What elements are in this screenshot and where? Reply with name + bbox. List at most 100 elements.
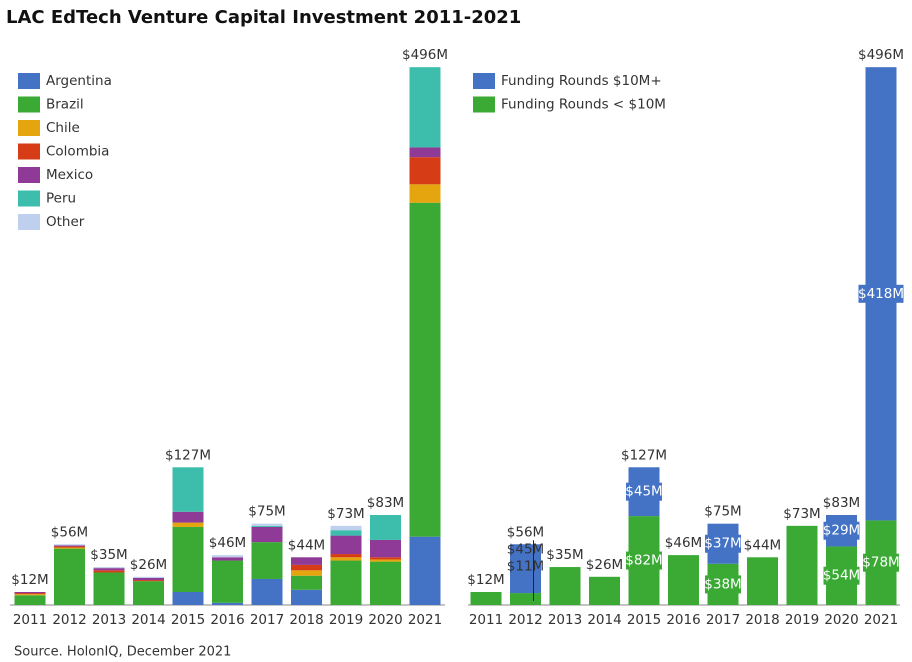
x-tick-label: 2014 bbox=[131, 612, 165, 628]
x-tick-label: 2017 bbox=[706, 612, 740, 628]
value-label: $54M bbox=[823, 568, 860, 584]
value-label: $45M bbox=[507, 541, 544, 557]
total-label: $75M bbox=[704, 504, 741, 520]
bar-segment bbox=[133, 577, 164, 581]
total-label: $26M bbox=[586, 557, 623, 573]
x-tick-label: 2012 bbox=[508, 612, 542, 628]
legend-swatch bbox=[18, 96, 40, 113]
legend-label: Chile bbox=[46, 120, 80, 136]
bar-segment bbox=[251, 523, 283, 526]
source: Source. HolonIQ, December 2021 bbox=[14, 645, 231, 660]
legend-label: Argentina bbox=[46, 73, 112, 89]
bar-segment bbox=[54, 547, 85, 549]
total-label: $127M bbox=[621, 447, 667, 463]
legend-swatch bbox=[473, 96, 495, 113]
x-tick-label: 2012 bbox=[52, 612, 86, 628]
bar-segment bbox=[133, 580, 164, 582]
bar-segment bbox=[589, 576, 620, 605]
bar-segment bbox=[14, 593, 46, 595]
x-tick-label: 2019 bbox=[785, 612, 819, 628]
bar-segment bbox=[668, 555, 699, 605]
legend-label: Peru bbox=[46, 191, 76, 207]
value-label-bg bbox=[858, 284, 904, 303]
x-tick-label: 2017 bbox=[250, 612, 284, 628]
total-label: $44M bbox=[288, 537, 325, 553]
legend-label: Funding Rounds < $10M bbox=[501, 97, 666, 113]
legend-swatch bbox=[18, 214, 40, 230]
total-label: $56M bbox=[507, 524, 544, 540]
legend-label: Brazil bbox=[46, 97, 84, 113]
bar-segment bbox=[93, 572, 125, 605]
legend-swatch bbox=[18, 73, 40, 89]
value-label: $78M bbox=[862, 555, 899, 571]
bar-segment bbox=[549, 567, 581, 605]
total-label: $83M bbox=[367, 495, 404, 511]
total-label: $46M bbox=[209, 535, 246, 551]
x-tick-label: 2013 bbox=[548, 612, 582, 628]
bar-segment bbox=[133, 576, 164, 578]
x-tick-label: 2016 bbox=[666, 612, 700, 628]
value-label: $418M bbox=[858, 286, 904, 302]
total-label: $83M bbox=[823, 495, 860, 511]
value-label: $29M bbox=[823, 523, 860, 539]
bar-segment bbox=[330, 560, 362, 605]
bar-segment bbox=[14, 595, 46, 605]
x-tick-label: 2014 bbox=[587, 612, 621, 628]
bar-segment bbox=[510, 593, 541, 605]
x-tick-label: 2020 bbox=[824, 612, 858, 628]
bar-segment bbox=[251, 542, 283, 579]
bar-segment bbox=[212, 557, 243, 561]
total-label: $35M bbox=[90, 547, 127, 563]
total-label: $26M bbox=[130, 557, 167, 573]
x-tick-label: 2011 bbox=[469, 612, 503, 628]
x-tick-label: 2011 bbox=[13, 612, 47, 628]
total-label: $44M bbox=[744, 537, 781, 553]
total-label: $75M bbox=[248, 504, 285, 520]
bar-segment bbox=[93, 570, 125, 573]
value-label: $45M bbox=[625, 484, 662, 500]
bar-segment bbox=[172, 467, 204, 512]
legend-swatch bbox=[473, 73, 495, 89]
bar-segment bbox=[93, 567, 125, 569]
x-tick-label: 2018 bbox=[289, 612, 323, 628]
legend-swatch bbox=[18, 120, 40, 136]
legend-label: Other bbox=[46, 214, 85, 230]
total-label: $73M bbox=[327, 506, 364, 522]
value-label-bg bbox=[705, 575, 741, 594]
bar-segment bbox=[291, 564, 322, 571]
bar-segment bbox=[409, 536, 441, 605]
total-label: $127M bbox=[165, 447, 211, 463]
value-label-bg bbox=[626, 551, 662, 570]
bar-segment bbox=[409, 157, 441, 185]
total-label: $12M bbox=[467, 572, 504, 588]
legend-label: Colombia bbox=[46, 144, 109, 160]
bar-segment bbox=[330, 535, 362, 555]
bar-segment bbox=[54, 544, 85, 546]
value-label: $11M bbox=[507, 558, 544, 574]
x-tick-label: 2013 bbox=[92, 612, 126, 628]
bar-segment bbox=[470, 591, 502, 605]
x-tick-label: 2021 bbox=[408, 612, 442, 628]
bar-segment bbox=[291, 557, 322, 565]
bar-segment bbox=[330, 525, 362, 531]
total-label: $73M bbox=[783, 506, 820, 522]
bar-segment bbox=[370, 561, 401, 605]
bar-segment bbox=[409, 202, 441, 537]
bar-segment bbox=[370, 559, 401, 562]
bar-segment bbox=[251, 578, 283, 605]
bar-segment bbox=[251, 526, 283, 543]
bar-segment bbox=[747, 557, 778, 605]
bar-segment bbox=[54, 545, 85, 547]
x-tick-label: 2015 bbox=[171, 612, 205, 628]
bar-segment bbox=[133, 581, 164, 605]
x-tick-label: 2020 bbox=[368, 612, 402, 628]
x-tick-label: 2021 bbox=[864, 612, 898, 628]
bar-segment bbox=[212, 560, 243, 603]
value-label-bg bbox=[705, 534, 741, 553]
bar-segment bbox=[212, 602, 243, 605]
bar-segment bbox=[212, 555, 243, 558]
bar-segment bbox=[330, 557, 362, 561]
legend-swatch bbox=[18, 167, 40, 183]
bar-segment bbox=[330, 554, 362, 558]
